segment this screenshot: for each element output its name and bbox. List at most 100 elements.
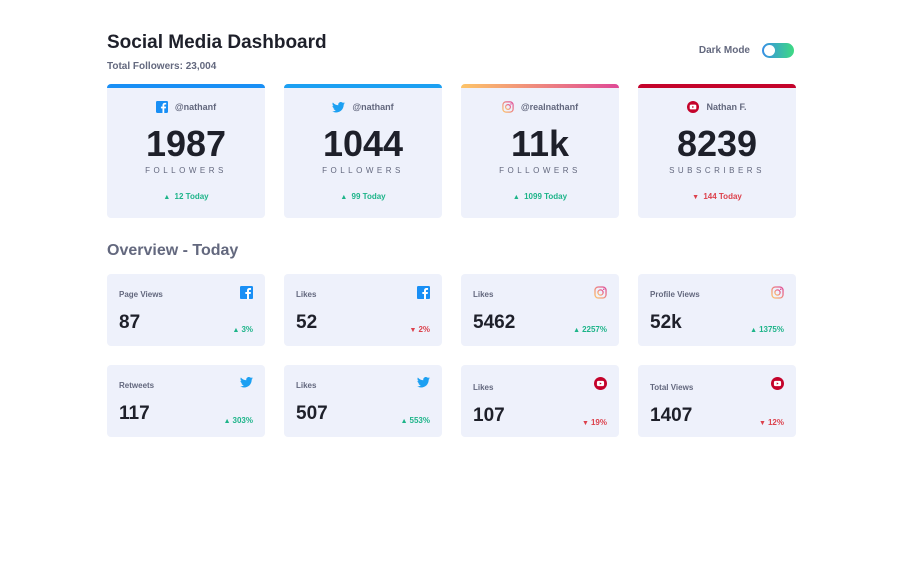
- header: Social Media Dashboard Total Followers: …: [107, 0, 794, 84]
- youtube-icon: [687, 101, 700, 113]
- twitter-icon: [417, 377, 430, 388]
- card-instagram[interactable]: @realnathanf 11k Followers ▲ 1099 Today: [461, 84, 619, 218]
- overview-change-value: 1375%: [759, 325, 784, 334]
- overview-change: ▼ 2%: [410, 325, 431, 334]
- today-change: ▲ 99 Today: [284, 192, 442, 201]
- overview-card[interactable]: Likes 107 ▼ 19%: [461, 365, 619, 437]
- overview-card[interactable]: Total Views 1407 ▼ 12%: [638, 365, 796, 437]
- card-accent-bar: [638, 84, 796, 88]
- overview-change-value: 2%: [418, 325, 430, 334]
- overview-card[interactable]: Likes 5462 ▲ 2257%: [461, 274, 619, 346]
- overview-label: Retweets: [119, 381, 155, 390]
- arrow-down-icon: ▼: [759, 420, 766, 427]
- overview-change: ▲ 2257%: [573, 325, 607, 334]
- follower-unit: Followers: [322, 166, 404, 175]
- overview-label: Page Views: [119, 290, 163, 299]
- today-change-value: 12 Today: [174, 192, 209, 201]
- follower-count: 1987: [145, 123, 227, 164]
- overview-change: ▼ 19%: [582, 418, 607, 427]
- follower-count: 8239: [676, 123, 758, 164]
- page-title: Social Media Dashboard: [107, 32, 327, 53]
- overview-label: Total Views: [650, 383, 694, 392]
- overview-value: 1407: [650, 405, 693, 426]
- dark-mode-toggle[interactable]: [762, 43, 794, 58]
- overview-change-value: 303%: [232, 416, 253, 425]
- overview-value: 117: [119, 403, 150, 424]
- arrow-up-icon: ▲: [340, 194, 348, 201]
- follower-cards: @nathanf 1987 Followers ▲ 12 Today @nath…: [107, 84, 796, 218]
- overview-card[interactable]: Page Views 87 ▲ 3%: [107, 274, 265, 346]
- follower-count: 11k: [510, 123, 570, 164]
- today-change: ▼ 144 Today: [638, 192, 796, 201]
- overview-value: 107: [473, 405, 505, 426]
- overview-change: ▲ 553%: [401, 416, 430, 425]
- card-handle-row: Nathan F.: [638, 100, 796, 114]
- toggle-knob: [764, 45, 775, 56]
- card-accent-bar: [284, 84, 442, 88]
- overview-change-value: 553%: [409, 416, 430, 425]
- overview-value: 507: [296, 403, 328, 424]
- arrow-up-icon: ▲: [223, 418, 231, 425]
- follower-count: 1044: [322, 123, 404, 164]
- overview-label: Likes: [473, 290, 494, 299]
- today-change-value: 99 Today: [351, 192, 386, 201]
- facebook-icon: [240, 286, 253, 299]
- arrow-down-icon: ▼: [409, 327, 417, 334]
- youtube-icon: [594, 377, 607, 390]
- overview-value: 52: [296, 312, 318, 333]
- instagram-icon: [771, 286, 784, 299]
- overview-change-value: 2257%: [582, 325, 607, 334]
- overview-card[interactable]: Likes 52 ▼ 2%: [284, 274, 442, 346]
- overview-change-value: 3%: [241, 325, 253, 334]
- overview-label: Likes: [473, 383, 494, 392]
- today-change: ▲ 12 Today: [107, 192, 265, 201]
- follower-unit: Followers: [145, 166, 227, 175]
- overview-change-value: 12%: [767, 418, 784, 427]
- card-accent-bar: [107, 84, 265, 88]
- dark-mode-label: Dark Mode: [698, 45, 750, 56]
- card-handle: @nathanf: [174, 102, 217, 112]
- arrow-down-icon: ▼: [692, 194, 700, 201]
- overview-label: Likes: [296, 290, 317, 299]
- arrow-up-icon: ▲: [163, 194, 171, 201]
- overview-value: 52k: [650, 312, 682, 333]
- follower-unit: Subscribers: [669, 166, 765, 175]
- overview-value: 87: [119, 312, 141, 333]
- card-handle-row: @nathanf: [284, 100, 442, 114]
- card-youtube[interactable]: Nathan F. 8239 Subscribers ▼ 144 Today: [638, 84, 796, 218]
- instagram-icon: [594, 286, 607, 299]
- today-change: ▲ 1099 Today: [461, 192, 619, 201]
- overview-change: ▲ 303%: [224, 416, 253, 425]
- arrow-up-icon: ▲: [400, 418, 408, 425]
- card-handle: @realnathanf: [520, 102, 579, 112]
- overview-card[interactable]: Profile Views 52k ▲ 1375%: [638, 274, 796, 346]
- dark-mode-control: Dark Mode: [699, 43, 794, 58]
- total-followers: Total Followers: 23,004: [107, 61, 217, 72]
- arrow-up-icon: ▲: [232, 327, 240, 334]
- card-facebook[interactable]: @nathanf 1987 Followers ▲ 12 Today: [107, 84, 265, 218]
- card-twitter[interactable]: @nathanf 1044 Followers ▲ 99 Today: [284, 84, 442, 218]
- overview-change: ▲ 1375%: [750, 325, 784, 334]
- today-change-value: 144 Today: [703, 192, 742, 201]
- overview-card[interactable]: Retweets 117 ▲ 303%: [107, 365, 265, 437]
- facebook-icon: [417, 286, 430, 299]
- today-change-value: 1099 Today: [524, 192, 568, 201]
- card-accent-bar: [461, 84, 619, 88]
- overview-change: ▼ 12%: [759, 418, 784, 427]
- overview-label: Likes: [296, 381, 317, 390]
- overview-card[interactable]: Likes 507 ▲ 553%: [284, 365, 442, 437]
- overview-change-value: 19%: [590, 418, 607, 427]
- overview-label: Profile Views: [650, 290, 700, 299]
- arrow-down-icon: ▼: [582, 420, 589, 427]
- overview-grid: Page Views 87 ▲ 3% Likes 52 ▼ 2% Likes 546…: [107, 274, 796, 437]
- twitter-icon: [332, 101, 346, 113]
- youtube-icon: [771, 377, 784, 390]
- arrow-up-icon: ▲: [573, 327, 581, 334]
- card-handle: @nathanf: [352, 102, 394, 112]
- facebook-icon: [155, 101, 168, 113]
- card-handle-row: @nathanf: [107, 100, 265, 114]
- overview-value: 5462: [473, 312, 516, 333]
- arrow-up-icon: ▲: [750, 327, 758, 334]
- card-handle-row: @realnathanf: [461, 100, 619, 114]
- arrow-up-icon: ▲: [512, 194, 520, 201]
